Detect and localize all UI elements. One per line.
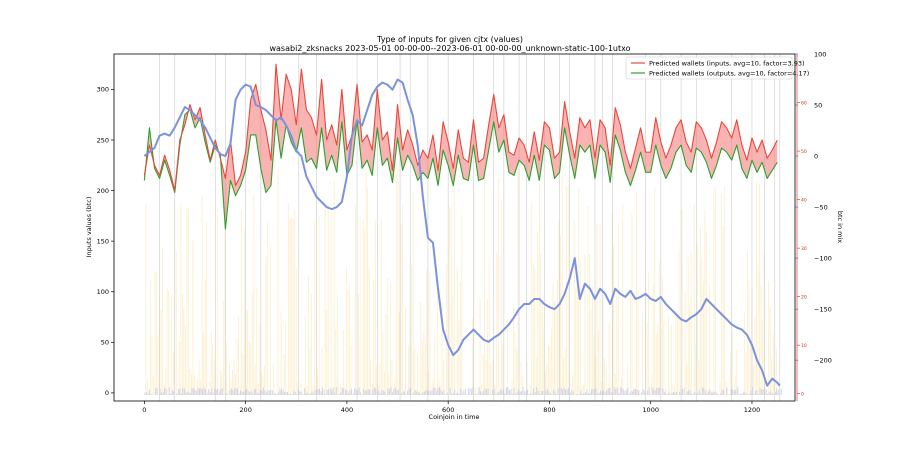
chart-title: Type of inputs for given cjtx (values) bbox=[376, 35, 523, 44]
y-tick-label: 300 bbox=[97, 86, 109, 94]
legend: Predicted wallets (inputs, avg=10, facto… bbox=[625, 56, 809, 80]
legend-box bbox=[625, 56, 793, 80]
right-tick-label: −200 bbox=[814, 356, 832, 364]
inner-axis-ticks: 0 10 20 30 40 50 60 bbox=[797, 100, 807, 398]
inner-tick-label: 30 bbox=[801, 246, 807, 252]
right-tick-label: −150 bbox=[814, 305, 832, 313]
right-tick-label: −50 bbox=[814, 203, 828, 211]
x-tick-label: 1000 bbox=[642, 406, 659, 414]
inner-tick-label: 10 bbox=[801, 343, 807, 349]
x-tick-label: 0 bbox=[142, 406, 146, 414]
y-tick-label: 150 bbox=[97, 237, 109, 245]
series-line-inputs bbox=[143, 63, 778, 192]
y-tick-label: 100 bbox=[97, 288, 109, 296]
right-tick-label: 100 bbox=[814, 50, 826, 58]
right-tick-label: 50 bbox=[814, 101, 822, 109]
right-tick-label: −100 bbox=[814, 254, 832, 262]
y-axis-ticks: 0 50 100 150 200 250 300 bbox=[97, 86, 114, 397]
inner-tick-label: 40 bbox=[801, 197, 807, 203]
x-axis-ticks: 0 200 400 600 800 1000 1200 bbox=[142, 401, 760, 414]
legend-label-inputs: Predicted wallets (inputs, avg=10, facto… bbox=[649, 60, 805, 68]
y-tick-label: 250 bbox=[97, 136, 109, 144]
right-axis-ticks: 100 50 0 −50 −100 −150 −200 bbox=[795, 50, 832, 364]
chart-title-group: Type of inputs for given cjtx (values) w… bbox=[269, 35, 630, 53]
inner-tick-label: 0 bbox=[801, 392, 804, 398]
chart-subtitle: wasabi2_zksnacks 2023-05-01 00-00-00--20… bbox=[269, 44, 630, 53]
inner-tick-label: 20 bbox=[801, 294, 807, 300]
plot-frame bbox=[113, 53, 796, 402]
legend-label-outputs: Predicted wallets (outputs, avg=10, fact… bbox=[649, 70, 809, 78]
inner-tick-label: 50 bbox=[801, 149, 807, 155]
x-tick-label: 200 bbox=[239, 406, 251, 414]
right-tick-label: 0 bbox=[814, 152, 818, 160]
right-axis-label: btc in mix bbox=[836, 211, 844, 243]
series-line-btc-in-mix bbox=[143, 78, 781, 387]
background-bars-layer bbox=[144, 166, 782, 395]
y-tick-label: 200 bbox=[97, 187, 109, 195]
x-tick-label: 800 bbox=[543, 406, 555, 414]
y-tick-label: 0 bbox=[105, 389, 109, 397]
y-tick-label: 50 bbox=[101, 339, 109, 347]
series-lines-layer bbox=[143, 63, 781, 387]
x-axis-label: Coinjoin in time bbox=[429, 413, 480, 421]
x-tick-label: 400 bbox=[341, 406, 353, 414]
inner-tick-label: 60 bbox=[801, 100, 807, 106]
x-tick-label: 600 bbox=[442, 406, 454, 414]
y-axis-label: Inputs values (btc) bbox=[85, 197, 93, 258]
x-tick-label: 1200 bbox=[744, 406, 761, 414]
series-line-outputs bbox=[143, 109, 778, 230]
